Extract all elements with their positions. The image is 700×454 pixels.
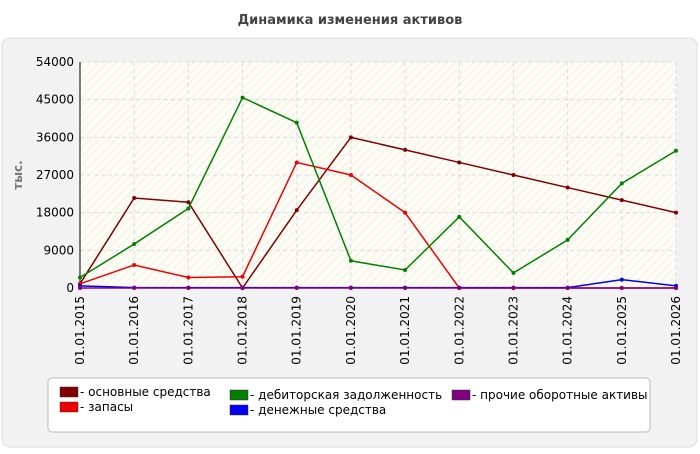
point [674, 286, 678, 290]
point [457, 214, 462, 219]
point [619, 277, 624, 282]
point [674, 148, 678, 153]
legend-swatch [451, 389, 471, 401]
point [403, 286, 408, 290]
point [348, 286, 353, 290]
point [240, 274, 245, 279]
point [403, 210, 408, 215]
series-line [79, 96, 677, 279]
point [348, 173, 353, 177]
point [294, 208, 299, 213]
x-tick-label: 01.01.2018 [236, 296, 250, 365]
y-tick-label: 9000 [43, 243, 74, 257]
point [619, 286, 624, 290]
legend-swatch [59, 386, 79, 398]
y-tick-label: 54000 [36, 55, 74, 69]
x-tick-label: 01.01.2015 [73, 296, 87, 365]
chart-title: Динамика изменения активов [238, 13, 463, 28]
point [403, 147, 408, 152]
point [132, 242, 137, 247]
point [132, 196, 137, 201]
legend-label: - денежные средства [250, 403, 386, 417]
x-tick-label: 01.01.2017 [181, 296, 195, 365]
point [132, 286, 137, 290]
y-tick-label: 18000 [36, 206, 74, 220]
y-tick-label: 27000 [36, 168, 74, 182]
point [511, 270, 516, 275]
x-tick-label: 01.01.2016 [127, 296, 141, 365]
y-tick-label: 45000 [36, 93, 74, 107]
x-tick-label: 01.01.2023 [506, 296, 520, 365]
point [565, 286, 570, 290]
point [186, 206, 191, 211]
point [78, 275, 82, 280]
point [186, 286, 191, 290]
point [674, 210, 678, 215]
legend-label: - дебиторская задолженность [250, 388, 442, 402]
point [619, 198, 624, 203]
point [78, 286, 82, 290]
x-tick-label: 01.01.2024 [561, 296, 575, 365]
legend-swatch [59, 401, 79, 413]
point [511, 173, 516, 177]
point [457, 160, 462, 165]
point [186, 275, 191, 280]
point [457, 286, 462, 290]
point [294, 120, 299, 125]
x-tick-label: 01.01.2022 [452, 296, 466, 365]
y-tick-label: 0 [66, 281, 74, 295]
point [132, 262, 137, 267]
point [565, 185, 570, 190]
point [348, 135, 353, 140]
point [240, 95, 245, 100]
point [403, 268, 408, 273]
legend-label: - основные средства [80, 385, 211, 399]
y-tick-label: 36000 [36, 130, 74, 144]
point [240, 286, 245, 290]
x-tick-label: 01.01.2026 [669, 296, 683, 365]
legend-swatch [229, 404, 249, 416]
point [565, 237, 570, 242]
legend [47, 377, 651, 433]
legend-label: - запасы [80, 400, 133, 414]
point [294, 160, 299, 165]
point [294, 286, 299, 290]
series-line [79, 136, 677, 290]
x-tick-label: 01.01.2021 [398, 296, 412, 365]
point [511, 286, 516, 290]
point [348, 258, 353, 263]
y-axis-label: тыс. [11, 160, 25, 189]
legend-label: - прочие оборотные активы [472, 388, 648, 402]
point [619, 181, 624, 186]
legend-swatch [229, 389, 249, 401]
point [186, 200, 191, 205]
x-tick-label: 01.01.2019 [290, 296, 304, 365]
x-tick-label: 01.01.2025 [615, 296, 629, 365]
x-tick-label: 01.01.2020 [344, 296, 358, 365]
